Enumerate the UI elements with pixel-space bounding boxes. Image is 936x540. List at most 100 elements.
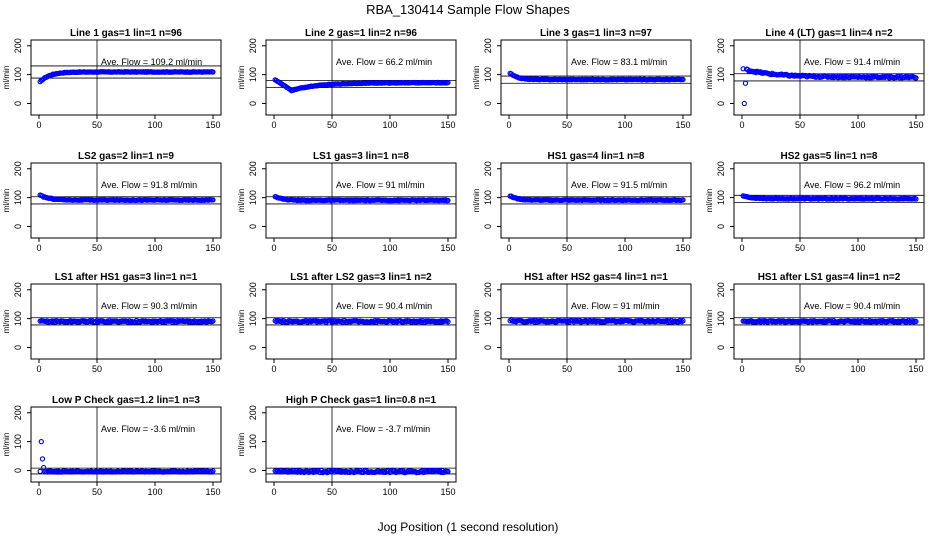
y-tick-label: 100	[13, 311, 23, 326]
x-tick-label: 50	[327, 120, 337, 130]
x-tick-label: 50	[562, 364, 572, 374]
data-points	[37, 317, 216, 325]
average-flow-annotation: Ave. Flow = 91 ml/min	[336, 180, 425, 190]
panel-3: Line 3 gas=1 lin=3 n=97 ml/min 0 100 200 0 50 1…	[472, 28, 692, 130]
x-tick-label: 50	[92, 487, 102, 497]
x-tick-label: 100	[617, 364, 632, 374]
plot-frame	[733, 162, 925, 239]
y-tick-label: 100	[248, 190, 258, 205]
x-tick-label: 150	[675, 243, 690, 253]
x-tick-label: 0	[506, 364, 511, 374]
x-tick-label: 150	[440, 120, 455, 130]
x-tick-label: 50	[92, 364, 102, 374]
data-points	[740, 66, 919, 107]
data-points	[272, 467, 451, 476]
y-axis-label: ml/min	[2, 310, 11, 334]
y-axis-label: ml/min	[705, 310, 714, 334]
data-points	[37, 69, 216, 85]
data-point	[210, 69, 216, 75]
plot-frame	[265, 283, 457, 360]
y-axis-label: ml/min	[237, 310, 246, 334]
y-axis-label: ml/min	[2, 189, 11, 213]
x-tick-label: 100	[147, 364, 162, 374]
data-point	[209, 469, 215, 475]
average-flow-annotation: Ave. Flow = 109.2 ml/min	[101, 57, 202, 67]
data-point	[278, 318, 284, 324]
x-tick-label: 50	[327, 487, 337, 497]
data-point	[37, 468, 43, 475]
data-point	[740, 66, 746, 72]
x-tick-label: 100	[617, 120, 632, 130]
y-tick-label: 0	[716, 224, 726, 229]
x-tick-label: 50	[92, 243, 102, 253]
panel-title: HS2 gas=5 lin=1 n=8	[781, 151, 878, 162]
data-point	[445, 468, 451, 475]
x-tick-label: 0	[271, 364, 276, 374]
data-point	[356, 468, 362, 475]
y-axis-label: ml/min	[472, 310, 481, 334]
panel-9: LS1 after HS1 gas=3 lin=1 n=1 ml/min 0 100 2…	[2, 272, 222, 374]
data-point	[169, 319, 176, 325]
x-tick-label: 50	[327, 243, 337, 253]
data-point	[437, 319, 443, 325]
panel-13: Low P Check gas=1.2 lin=1 n=3 ml/min 0 100 2…	[2, 395, 222, 497]
data-point	[680, 76, 686, 83]
y-tick-label: 200	[716, 38, 726, 53]
data-points	[507, 70, 686, 83]
figure-xlabel: Jog Position (1 second resolution)	[378, 520, 559, 534]
data-points	[272, 193, 451, 204]
data-points	[507, 316, 686, 325]
data-point	[210, 197, 216, 203]
plot-frame	[30, 406, 222, 483]
y-axis-label: ml/min	[237, 189, 246, 213]
y-axis-label: ml/min	[705, 66, 714, 90]
y-tick-label: 100	[248, 67, 258, 82]
x-tick-label: 150	[908, 364, 923, 374]
panel-title: HS1 after LS1 gas=4 lin=1 n=2	[758, 272, 901, 283]
y-axis-label: ml/min	[237, 66, 246, 90]
x-tick-label: 50	[562, 243, 572, 253]
x-tick-label: 150	[205, 487, 220, 497]
plot-frame	[265, 406, 457, 483]
x-tick-label: 150	[440, 243, 455, 253]
panel-title: Low P Check gas=1.2 lin=1 n=3	[52, 395, 200, 406]
data-point	[742, 80, 749, 86]
y-tick-label: 100	[716, 67, 726, 82]
data-point	[863, 75, 869, 81]
x-tick-label: 0	[506, 120, 511, 130]
data-point	[445, 197, 451, 204]
x-tick-label: 0	[739, 364, 744, 374]
y-tick-label: 0	[716, 101, 726, 106]
data-point	[38, 438, 44, 445]
x-tick-label: 150	[205, 243, 220, 253]
x-tick-label: 150	[440, 487, 455, 497]
data-point	[197, 319, 203, 325]
y-tick-label: 0	[716, 345, 726, 350]
average-flow-annotation: Ave. Flow = 96.2 ml/min	[804, 180, 900, 190]
data-point	[906, 318, 912, 324]
data-point	[820, 319, 826, 325]
data-point	[741, 100, 747, 107]
x-tick-label: 50	[327, 364, 337, 374]
data-points	[740, 193, 919, 202]
figure-title: RBA_130414 Sample Flow Shapes	[366, 2, 570, 17]
x-tick-label: 150	[205, 120, 220, 130]
panel-5: LS2 gas=2 lin=1 n=9 ml/min 0 100 200 0 50 100 15…	[2, 151, 222, 253]
data-point	[913, 318, 919, 325]
x-tick-label: 100	[382, 487, 397, 497]
plot-frame	[265, 39, 457, 116]
data-point	[829, 73, 836, 80]
average-flow-annotation: Ave. Flow = -3.6 ml/min	[101, 424, 195, 434]
panel-10: LS1 after LS2 gas=3 lin=1 n=2 ml/min 0 100 2…	[237, 272, 457, 374]
x-tick-label: 150	[675, 364, 690, 374]
x-tick-label: 0	[506, 243, 511, 253]
panel-title: LS1 after LS2 gas=3 lin=1 n=2	[290, 272, 432, 283]
y-tick-label: 100	[483, 311, 493, 326]
data-point	[292, 469, 298, 475]
y-axis-label: ml/min	[237, 433, 246, 457]
y-tick-label: 100	[483, 190, 493, 205]
y-tick-label: 100	[13, 190, 23, 205]
data-point	[210, 468, 216, 474]
panel-title: Line 4 (LT) gas=1 lin=4 n=2	[765, 28, 893, 39]
panel-11: HS1 after HS2 gas=4 lin=1 n=1 ml/min 0 100 2…	[472, 272, 692, 374]
